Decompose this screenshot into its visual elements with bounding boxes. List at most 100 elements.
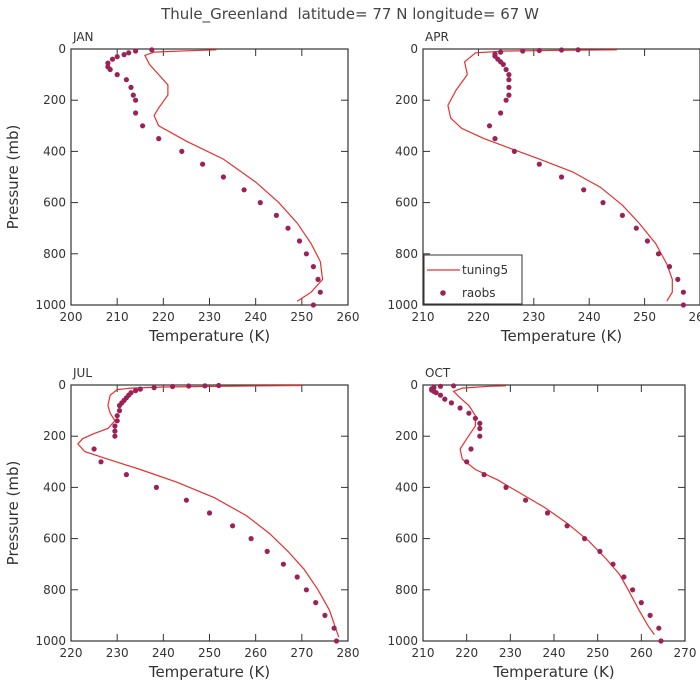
figure-title: Thule_Greenland latitude= 77 N longitude…: [160, 5, 539, 24]
raob-point: [202, 383, 208, 389]
model-profile-line: [144, 49, 324, 302]
y-tick-label: 200: [395, 93, 418, 107]
raob-point: [506, 84, 512, 90]
raob-point: [500, 61, 506, 67]
x-tick-label: 270: [290, 646, 313, 660]
raob-point: [114, 72, 120, 78]
x-tick-label: 260: [689, 310, 700, 324]
y-tick-label: 1000: [387, 298, 418, 312]
raob-point: [486, 123, 493, 129]
raob-point: [597, 548, 603, 555]
x-tick-label: 220: [60, 646, 83, 660]
raob-point: [503, 484, 509, 490]
raob-point: [322, 612, 328, 619]
raob-point: [492, 136, 498, 142]
raob-point: [133, 48, 139, 54]
y-tick-label: 0: [410, 42, 418, 56]
raob-point: [133, 110, 139, 116]
panel-jul: 220 230 240 250 260 270 280 0 200 400 600 800 1000 Te…: [4, 366, 359, 681]
x-tick-label: 260: [244, 646, 267, 660]
x-tick-label: 250: [586, 646, 609, 660]
raob-point: [296, 238, 303, 244]
x-tick-label: 230: [106, 646, 129, 660]
raob-point: [109, 56, 116, 62]
raob-point: [112, 428, 118, 434]
model-profile-line: [77, 384, 340, 638]
raob-point: [151, 385, 157, 391]
raob-point: [466, 410, 472, 416]
raob-point: [153, 484, 159, 490]
y-tick-label: 0: [58, 42, 66, 56]
x-tick-label: 220: [467, 310, 490, 324]
raob-point: [98, 459, 104, 465]
y-tick-label: 0: [410, 378, 418, 392]
raob-point: [666, 264, 673, 270]
y-tick-label: 400: [43, 144, 66, 158]
y-tick-label: 400: [43, 480, 66, 494]
x-tick-label: 230: [499, 646, 522, 660]
x-tick-label: 200: [60, 310, 83, 324]
raob-point: [137, 386, 143, 392]
panel-label: JUL: [72, 366, 92, 380]
raob-point: [116, 408, 123, 414]
y-tick-label: 400: [395, 144, 418, 158]
raob-point: [114, 418, 120, 424]
raob-point: [140, 123, 146, 129]
raob-point: [558, 174, 565, 180]
raob-point: [273, 212, 279, 218]
raob-point: [630, 587, 636, 593]
raob-point: [248, 536, 254, 542]
raob-point: [451, 383, 457, 389]
y-tick-label: 600: [395, 532, 418, 546]
raob-point: [186, 383, 192, 389]
raob-point: [633, 225, 639, 231]
raob-point: [133, 388, 139, 394]
y-axis-label: Pressure (mb): [4, 461, 22, 566]
legend: tuning5 raobs: [423, 254, 523, 305]
legend-box: [423, 254, 523, 305]
y-axis-label: Pressure (mb): [4, 125, 22, 230]
panel-apr: 210 220 230 240 250 260 0 200 400 600 800 1000 Tempe…: [387, 30, 700, 345]
raob-point: [457, 405, 463, 411]
raob-point: [536, 47, 542, 54]
raob-point: [294, 574, 300, 580]
raob-point: [315, 276, 321, 282]
raob-point: [680, 302, 687, 308]
raob-point: [303, 587, 309, 593]
x-tick-label: 240: [543, 646, 566, 660]
raob-point: [656, 625, 662, 631]
raob-point: [658, 638, 664, 644]
x-tick-label: 220: [152, 310, 175, 324]
y-tick-label: 800: [395, 247, 418, 261]
plot-frame: [422, 384, 686, 642]
x-tick-label: 220: [455, 646, 478, 660]
y-tick-label: 400: [395, 480, 418, 494]
raob-point: [655, 251, 662, 257]
x-tick-label: 280: [337, 646, 360, 660]
x-tick-label: 250: [290, 310, 313, 324]
y-tick-label: 600: [395, 196, 418, 210]
raob-point: [448, 400, 454, 406]
raob-point: [156, 136, 162, 142]
raob-point: [133, 97, 139, 103]
legend-dot-swatch: [440, 290, 446, 296]
x-tick-label: 210: [412, 310, 435, 324]
raob-point: [433, 390, 439, 396]
raob-point: [675, 276, 681, 282]
x-tick-label: 250: [633, 310, 656, 324]
raob-point: [264, 548, 270, 555]
raob-point: [582, 536, 588, 542]
x-axis-label: Temperature (K): [492, 663, 614, 681]
raob-point: [257, 200, 263, 206]
raob-point: [437, 392, 444, 398]
raob-point: [680, 289, 687, 295]
raob-point: [575, 47, 581, 53]
raob-point: [644, 238, 651, 244]
y-tick-label: 200: [43, 93, 66, 107]
raob-point: [498, 110, 504, 116]
raob-point: [112, 433, 118, 439]
raob-point: [123, 472, 129, 478]
raob-point: [216, 382, 222, 389]
y-tick-label: 200: [395, 429, 418, 443]
